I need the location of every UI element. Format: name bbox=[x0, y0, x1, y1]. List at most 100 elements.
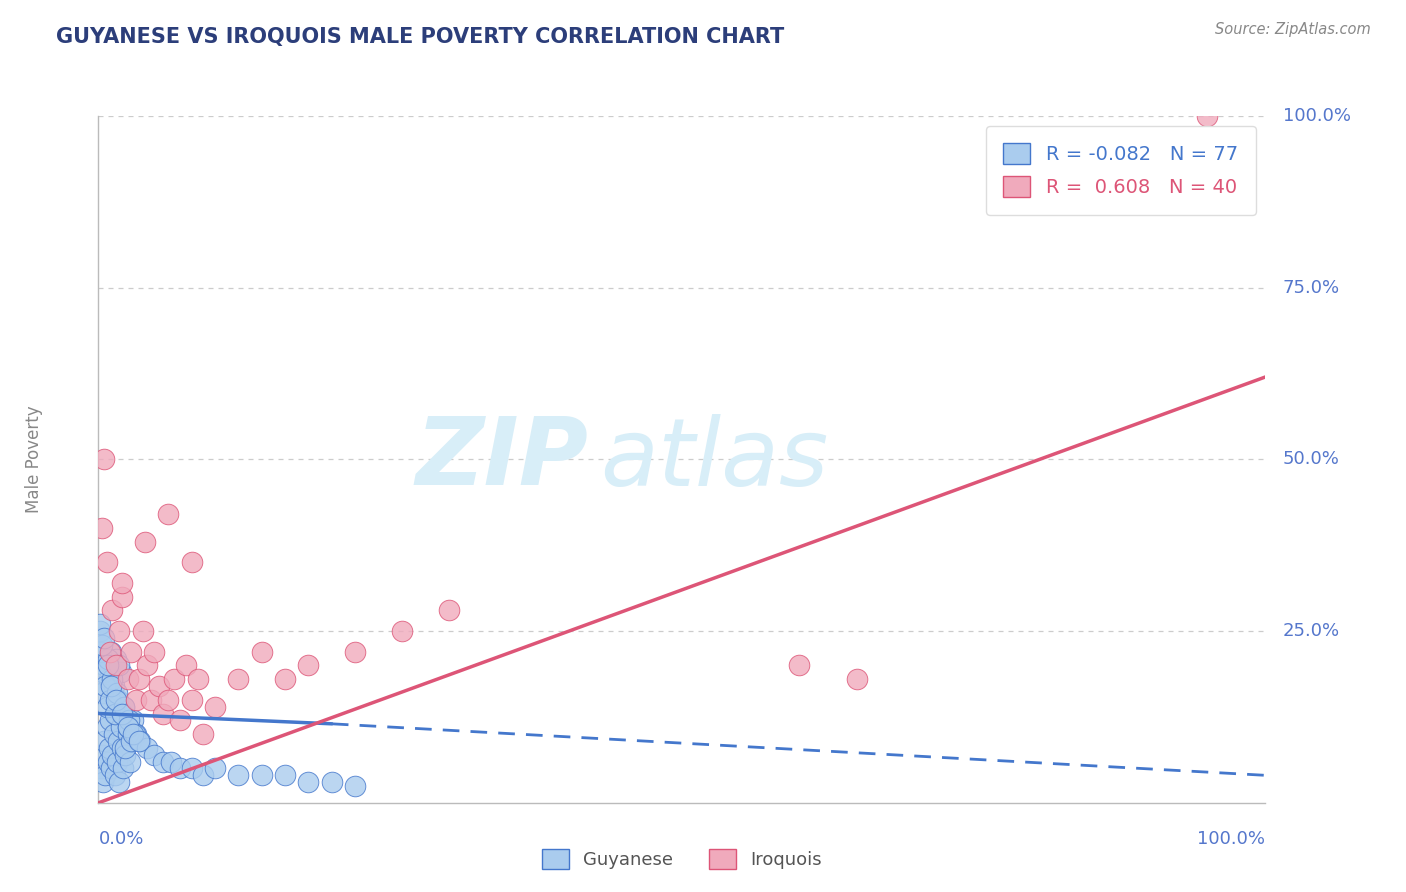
Point bbox=[274, 768, 297, 782]
Point bbox=[180, 555, 202, 570]
Point bbox=[89, 624, 111, 639]
Point bbox=[344, 645, 367, 659]
Point bbox=[93, 658, 115, 673]
Point bbox=[159, 755, 181, 769]
Point bbox=[193, 727, 215, 741]
Point bbox=[104, 706, 127, 721]
Text: ZIP: ZIP bbox=[416, 413, 589, 506]
Point bbox=[274, 672, 297, 686]
Point bbox=[122, 714, 145, 728]
Point bbox=[117, 720, 139, 734]
Point bbox=[114, 740, 136, 755]
Point bbox=[344, 779, 367, 793]
Point bbox=[143, 747, 166, 762]
Point bbox=[120, 645, 142, 659]
Point bbox=[111, 590, 134, 604]
Point bbox=[139, 692, 162, 706]
Point bbox=[90, 638, 112, 652]
Text: 25.0%: 25.0% bbox=[1282, 622, 1340, 640]
Point bbox=[148, 679, 170, 693]
Point bbox=[110, 665, 132, 680]
Point bbox=[110, 720, 132, 734]
Text: Source: ZipAtlas.com: Source: ZipAtlas.com bbox=[1215, 22, 1371, 37]
Point bbox=[93, 452, 115, 467]
Point bbox=[100, 679, 122, 693]
Point bbox=[187, 672, 209, 686]
Point bbox=[103, 727, 125, 741]
Point bbox=[180, 692, 202, 706]
Point bbox=[391, 624, 413, 639]
Point bbox=[122, 727, 145, 741]
Text: 50.0%: 50.0% bbox=[1282, 450, 1340, 468]
Text: Male Poverty: Male Poverty bbox=[25, 406, 44, 513]
Point bbox=[105, 686, 128, 700]
Text: 0.0%: 0.0% bbox=[98, 830, 143, 848]
Point bbox=[101, 603, 124, 617]
Point bbox=[118, 714, 141, 728]
Point bbox=[90, 747, 112, 762]
Point bbox=[297, 658, 319, 673]
Point bbox=[93, 734, 115, 748]
Point bbox=[90, 521, 112, 535]
Point bbox=[250, 645, 273, 659]
Point bbox=[98, 692, 121, 706]
Point bbox=[112, 699, 135, 714]
Point bbox=[228, 768, 250, 782]
Point bbox=[297, 775, 319, 789]
Point bbox=[111, 740, 134, 755]
Point bbox=[105, 755, 128, 769]
Point bbox=[136, 658, 159, 673]
Point bbox=[96, 699, 118, 714]
Point bbox=[134, 534, 156, 549]
Point bbox=[169, 714, 191, 728]
Point bbox=[125, 727, 148, 741]
Point bbox=[117, 727, 139, 741]
Point bbox=[101, 672, 124, 686]
Point bbox=[117, 720, 139, 734]
Point bbox=[97, 755, 120, 769]
Point bbox=[104, 768, 127, 782]
Point bbox=[132, 624, 155, 639]
Point bbox=[204, 699, 226, 714]
Point bbox=[128, 734, 150, 748]
Point bbox=[94, 679, 117, 693]
Point bbox=[104, 692, 127, 706]
Point bbox=[97, 658, 120, 673]
Point bbox=[94, 768, 117, 782]
Point bbox=[152, 755, 174, 769]
Point bbox=[169, 761, 191, 775]
Point bbox=[136, 740, 159, 755]
Point bbox=[157, 508, 180, 522]
Point bbox=[174, 658, 197, 673]
Point bbox=[108, 624, 131, 639]
Point bbox=[104, 651, 127, 665]
Point bbox=[163, 672, 186, 686]
Point bbox=[101, 747, 124, 762]
Point bbox=[91, 665, 114, 680]
Point bbox=[124, 727, 146, 741]
Point bbox=[103, 679, 125, 693]
Point bbox=[98, 714, 121, 728]
Point bbox=[90, 761, 112, 775]
Text: 100.0%: 100.0% bbox=[1282, 107, 1351, 125]
Point bbox=[228, 672, 250, 686]
Point bbox=[117, 672, 139, 686]
Point bbox=[1195, 109, 1218, 123]
Point bbox=[108, 775, 131, 789]
Point bbox=[97, 651, 120, 665]
Point bbox=[193, 768, 215, 782]
Point bbox=[97, 672, 120, 686]
Text: 75.0%: 75.0% bbox=[1282, 278, 1340, 297]
Point bbox=[120, 734, 142, 748]
Point bbox=[107, 734, 129, 748]
Point bbox=[143, 645, 166, 659]
Point bbox=[111, 706, 134, 721]
Point bbox=[157, 692, 180, 706]
Point bbox=[125, 692, 148, 706]
Text: GUYANESE VS IROQUOIS MALE POVERTY CORRELATION CHART: GUYANESE VS IROQUOIS MALE POVERTY CORREL… bbox=[56, 27, 785, 46]
Point bbox=[90, 645, 112, 659]
Point bbox=[118, 755, 141, 769]
Point bbox=[104, 706, 127, 721]
Point bbox=[437, 603, 460, 617]
Point bbox=[91, 775, 114, 789]
